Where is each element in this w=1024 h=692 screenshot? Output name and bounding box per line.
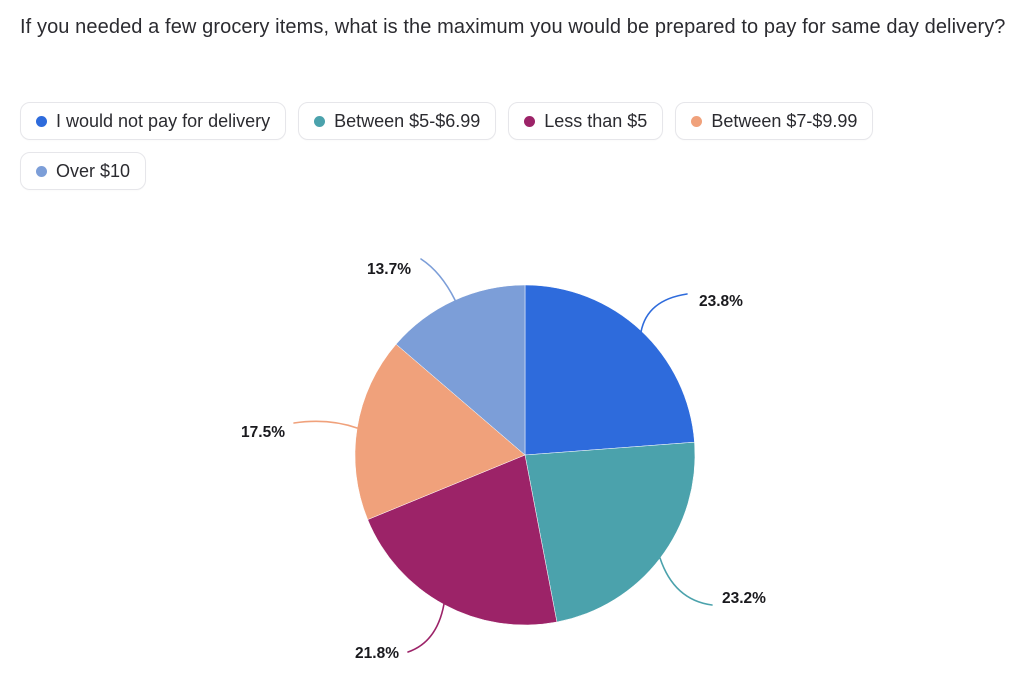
legend-dot-between-7-999: [691, 115, 703, 127]
legend-label-between-5-699: Between $5-$6.99: [334, 110, 481, 131]
legend-label-over-10: Over $10: [56, 160, 131, 181]
legend-item-less-than-5[interactable]: Less than $5: [508, 102, 664, 140]
legend-label-between-7-999: Between $7-$9.99: [711, 110, 858, 131]
pie-chart-svg: 23.8% 23.2% 21.8% 17.5% 13.7%: [241, 258, 766, 662]
slice-label-3: 17.5%: [241, 424, 285, 441]
legend-item-between-7-999[interactable]: Between $7-$9.99: [675, 102, 874, 140]
legend-dot-over-10: [36, 165, 47, 177]
legend-label-would-not-pay: I would not pay for delivery: [56, 110, 271, 131]
slice-label-1: 23.2%: [722, 590, 766, 607]
legend-dot-less-than-5: [524, 115, 536, 127]
chart-title: If you needed a few grocery items, what …: [20, 16, 1006, 38]
slice-label-4: 13.7%: [367, 261, 411, 278]
leader-line-1: [659, 557, 713, 606]
slice-label-2: 21.8%: [355, 645, 399, 662]
legend-item-over-10[interactable]: Over $10: [20, 152, 147, 190]
chart-legend: I would not pay for delivery Between $5-…: [20, 102, 900, 190]
pie-slice-0[interactable]: [524, 284, 695, 456]
pie-chart: 23.8% 23.2% 21.8% 17.5% 13.7%: [0, 202, 1024, 692]
leader-line-2: [407, 603, 445, 653]
leader-line-0: [640, 293, 688, 333]
legend-item-between-5-699[interactable]: Between $5-$6.99: [298, 102, 497, 140]
legend-item-would-not-pay[interactable]: I would not pay for delivery: [20, 102, 287, 140]
slice-label-0: 23.8%: [699, 293, 743, 310]
leader-line-3: [293, 420, 358, 429]
legend-dot-would-not-pay: [36, 115, 47, 127]
legend-dot-between-5-699: [314, 115, 326, 127]
leader-line-4: [420, 258, 456, 301]
legend-label-less-than-5: Less than $5: [544, 110, 648, 131]
pie-slice-4[interactable]: [395, 284, 526, 456]
